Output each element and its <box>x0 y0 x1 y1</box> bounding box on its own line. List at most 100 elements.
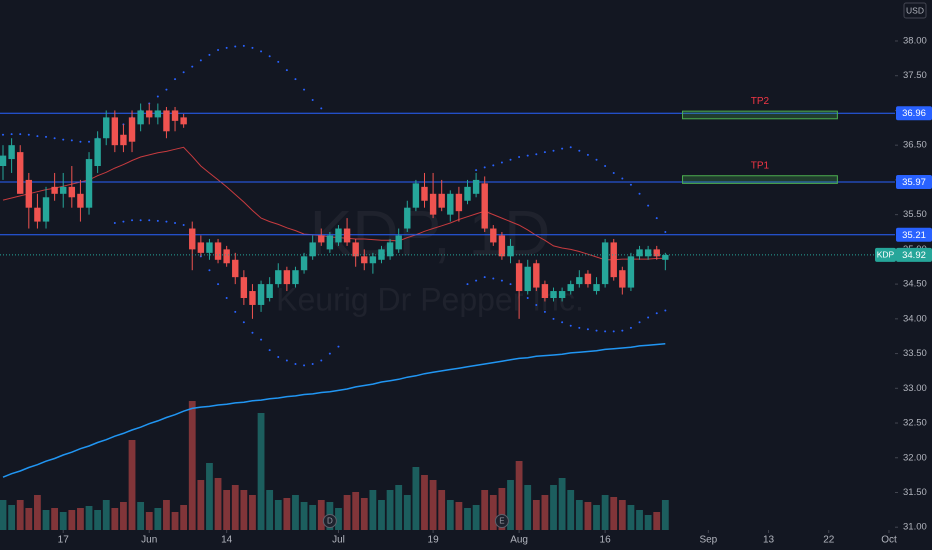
event-marker <box>494 514 509 528</box>
band-dot <box>70 139 73 142</box>
candle-body <box>507 245 514 257</box>
band-dot <box>500 279 503 282</box>
candle-body <box>60 186 67 194</box>
band-dot <box>561 321 564 324</box>
y-tick-label: 34.50 <box>903 279 927 290</box>
volume-bar <box>378 500 385 530</box>
band-dot <box>217 283 220 286</box>
candle-body <box>68 186 76 198</box>
candle-body <box>498 235 506 257</box>
volume-bar <box>300 502 308 530</box>
band-dot <box>113 221 116 224</box>
band-dot <box>337 345 340 348</box>
x-tick-label: 13 <box>763 535 775 546</box>
candle-body <box>189 228 196 250</box>
candle-body <box>180 117 187 125</box>
volume-bar <box>214 478 222 530</box>
candle-body <box>25 179 33 208</box>
volume-bar <box>438 490 446 530</box>
candle-body <box>94 138 101 167</box>
candle-body <box>361 256 368 264</box>
candle-body <box>584 273 592 285</box>
volume-bar <box>188 401 196 530</box>
event-label: E <box>499 517 504 526</box>
candle-body <box>619 270 626 288</box>
candle-body <box>481 183 488 229</box>
y-tick-label: 35.50 <box>903 209 927 220</box>
band-dot <box>234 45 237 48</box>
candle-body <box>249 291 256 305</box>
band-dot <box>561 147 564 150</box>
ticker-label: KDP <box>877 250 895 260</box>
band-dot <box>148 219 151 222</box>
level-badge-label: 35.97 <box>902 177 926 188</box>
candle-body <box>103 117 110 139</box>
volume-bar <box>257 413 265 530</box>
band-dot <box>27 133 30 136</box>
volume-bar <box>68 510 76 530</box>
band-dot <box>664 309 667 312</box>
band-dot <box>612 330 615 333</box>
candle-body <box>223 249 230 264</box>
volume-bar <box>610 497 618 530</box>
x-tick-label: Jul <box>332 535 345 546</box>
y-tick-label: 33.50 <box>903 348 927 359</box>
volume-bar <box>412 467 420 530</box>
volume-bar <box>223 490 231 530</box>
y-tick-label: 36.50 <box>903 140 927 151</box>
volume-bar <box>231 485 239 530</box>
level-badge <box>896 106 932 121</box>
name-watermark: Keurig Dr Pepper Inc. <box>276 281 584 317</box>
band-dot <box>595 158 598 161</box>
candle-body <box>455 193 463 212</box>
candle-body <box>85 159 93 208</box>
y-tick-label: 31.00 <box>903 522 927 533</box>
band-dot <box>251 331 254 334</box>
band-dot <box>199 59 202 62</box>
candle-body <box>42 197 50 222</box>
band-dot <box>655 312 658 315</box>
volume-bar <box>249 495 256 530</box>
volume-bar <box>653 512 661 530</box>
volume-bar <box>145 512 153 530</box>
candle-body <box>421 186 428 201</box>
candle-body <box>197 242 205 253</box>
x-tick-label: 14 <box>221 535 233 546</box>
volume-bar <box>464 508 471 530</box>
band-dot <box>629 326 632 329</box>
target-box <box>682 110 838 120</box>
volume-bar <box>558 478 566 530</box>
volume-bar <box>386 490 394 530</box>
volume-bar <box>343 495 351 530</box>
volume-bar <box>644 515 652 530</box>
candle-body <box>627 256 635 288</box>
volume-bar <box>618 500 626 530</box>
candle-body <box>541 284 549 298</box>
candle-body <box>77 193 84 208</box>
volume-bar <box>481 490 489 530</box>
volume-bar <box>8 505 16 530</box>
candle-body <box>111 117 119 146</box>
candle-body <box>240 277 248 298</box>
band-dot <box>595 329 598 332</box>
volume-bar <box>309 505 317 530</box>
level-badge <box>896 174 932 189</box>
candle-body <box>171 110 179 121</box>
candle-body <box>524 266 531 292</box>
band-dot <box>320 359 323 362</box>
band-dot <box>638 321 641 324</box>
volume-bar <box>601 495 609 530</box>
event-marker <box>322 514 337 528</box>
candle-body <box>662 254 669 260</box>
band-dot <box>569 324 572 327</box>
band-dot <box>320 107 323 110</box>
candle-body <box>653 249 660 257</box>
band-dot <box>260 50 263 53</box>
candle-body <box>326 235 334 250</box>
candle-body <box>266 284 273 298</box>
ticker-badge <box>875 247 896 262</box>
volume-bar <box>274 500 282 530</box>
volume-bar <box>541 495 549 530</box>
band-dot <box>277 356 280 359</box>
x-tick-label: Oct <box>881 535 897 546</box>
